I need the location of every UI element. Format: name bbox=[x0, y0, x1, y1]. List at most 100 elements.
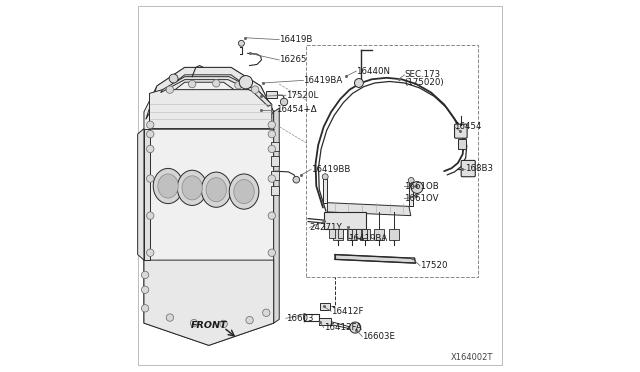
Polygon shape bbox=[274, 108, 279, 323]
Text: 17520: 17520 bbox=[420, 261, 447, 270]
Ellipse shape bbox=[202, 172, 231, 207]
Bar bbox=[374, 230, 384, 240]
Circle shape bbox=[147, 212, 154, 219]
Ellipse shape bbox=[177, 170, 207, 205]
Ellipse shape bbox=[153, 169, 183, 203]
Polygon shape bbox=[138, 129, 144, 260]
Circle shape bbox=[262, 309, 270, 317]
Bar bbox=[271, 186, 279, 195]
Circle shape bbox=[141, 305, 148, 312]
Text: 16603E: 16603E bbox=[362, 332, 396, 341]
Bar bbox=[306, 45, 478, 277]
Text: SEC.173: SEC.173 bbox=[404, 70, 440, 79]
Text: 168B3: 168B3 bbox=[465, 164, 493, 173]
Circle shape bbox=[188, 80, 196, 88]
Circle shape bbox=[169, 74, 178, 83]
Circle shape bbox=[268, 131, 276, 138]
Text: 1661OB: 1661OB bbox=[404, 182, 439, 190]
Bar bbox=[458, 138, 466, 149]
Circle shape bbox=[246, 317, 253, 324]
Polygon shape bbox=[144, 129, 150, 260]
Circle shape bbox=[190, 320, 198, 327]
Circle shape bbox=[147, 121, 154, 129]
Text: X164002T: X164002T bbox=[451, 353, 493, 362]
Text: 16454: 16454 bbox=[454, 122, 482, 131]
Polygon shape bbox=[150, 90, 272, 129]
Bar bbox=[347, 230, 356, 240]
Bar bbox=[360, 230, 370, 240]
Polygon shape bbox=[323, 179, 328, 203]
Text: 16419BA: 16419BA bbox=[303, 76, 342, 85]
Text: 1661OV: 1661OV bbox=[404, 194, 439, 203]
Ellipse shape bbox=[234, 180, 254, 203]
Bar bbox=[329, 229, 335, 238]
Text: 16454+Δ: 16454+Δ bbox=[276, 105, 316, 114]
Circle shape bbox=[268, 145, 276, 153]
Text: 16440N: 16440N bbox=[356, 67, 390, 76]
Circle shape bbox=[147, 145, 154, 153]
Bar bbox=[362, 229, 367, 238]
Circle shape bbox=[147, 131, 154, 138]
Circle shape bbox=[293, 176, 300, 183]
Polygon shape bbox=[144, 260, 274, 345]
Circle shape bbox=[239, 40, 244, 46]
Circle shape bbox=[147, 249, 154, 256]
Circle shape bbox=[220, 320, 227, 328]
Text: FRONT: FRONT bbox=[191, 321, 227, 330]
Bar bbox=[271, 171, 279, 180]
Circle shape bbox=[141, 286, 148, 294]
Bar bbox=[324, 212, 366, 229]
Text: 16419BB: 16419BB bbox=[311, 165, 351, 174]
Circle shape bbox=[252, 86, 259, 93]
Bar bbox=[333, 230, 342, 240]
Bar bbox=[271, 156, 279, 166]
Circle shape bbox=[411, 182, 423, 193]
Bar bbox=[266, 91, 277, 98]
Polygon shape bbox=[146, 67, 274, 119]
Text: 24271Y: 24271Y bbox=[310, 223, 342, 232]
Text: 16603: 16603 bbox=[286, 314, 314, 323]
Circle shape bbox=[268, 249, 276, 256]
Circle shape bbox=[239, 76, 253, 89]
Text: 16419B: 16419B bbox=[279, 35, 312, 44]
Circle shape bbox=[212, 80, 220, 87]
Polygon shape bbox=[144, 67, 274, 345]
Text: 16419BA: 16419BA bbox=[348, 234, 387, 243]
Polygon shape bbox=[335, 254, 415, 263]
FancyBboxPatch shape bbox=[461, 160, 476, 177]
Text: 16412FA: 16412FA bbox=[324, 323, 362, 332]
Polygon shape bbox=[409, 182, 413, 206]
Bar bbox=[347, 229, 352, 238]
Bar bbox=[356, 229, 361, 238]
Circle shape bbox=[235, 81, 242, 89]
Bar bbox=[389, 230, 399, 240]
Polygon shape bbox=[161, 75, 257, 101]
Circle shape bbox=[349, 322, 361, 333]
Text: 16412F: 16412F bbox=[331, 307, 364, 316]
Circle shape bbox=[355, 78, 364, 87]
Circle shape bbox=[408, 177, 414, 183]
Circle shape bbox=[268, 121, 276, 129]
Circle shape bbox=[166, 314, 173, 321]
Circle shape bbox=[268, 175, 276, 182]
Circle shape bbox=[268, 212, 276, 219]
Bar bbox=[320, 304, 330, 310]
Polygon shape bbox=[328, 203, 411, 216]
Circle shape bbox=[280, 98, 288, 106]
Ellipse shape bbox=[182, 176, 202, 200]
Bar bbox=[338, 229, 343, 238]
Ellipse shape bbox=[206, 178, 227, 202]
Circle shape bbox=[322, 174, 328, 180]
Text: 16265: 16265 bbox=[279, 55, 307, 64]
Polygon shape bbox=[161, 77, 272, 106]
Ellipse shape bbox=[229, 174, 259, 209]
Circle shape bbox=[147, 175, 154, 182]
Bar bbox=[319, 318, 331, 325]
Bar bbox=[271, 141, 279, 151]
Ellipse shape bbox=[158, 174, 179, 198]
Circle shape bbox=[141, 271, 148, 279]
FancyBboxPatch shape bbox=[454, 124, 467, 138]
Text: (175020): (175020) bbox=[404, 78, 444, 87]
Circle shape bbox=[166, 86, 173, 93]
Text: 17520L: 17520L bbox=[286, 91, 318, 100]
